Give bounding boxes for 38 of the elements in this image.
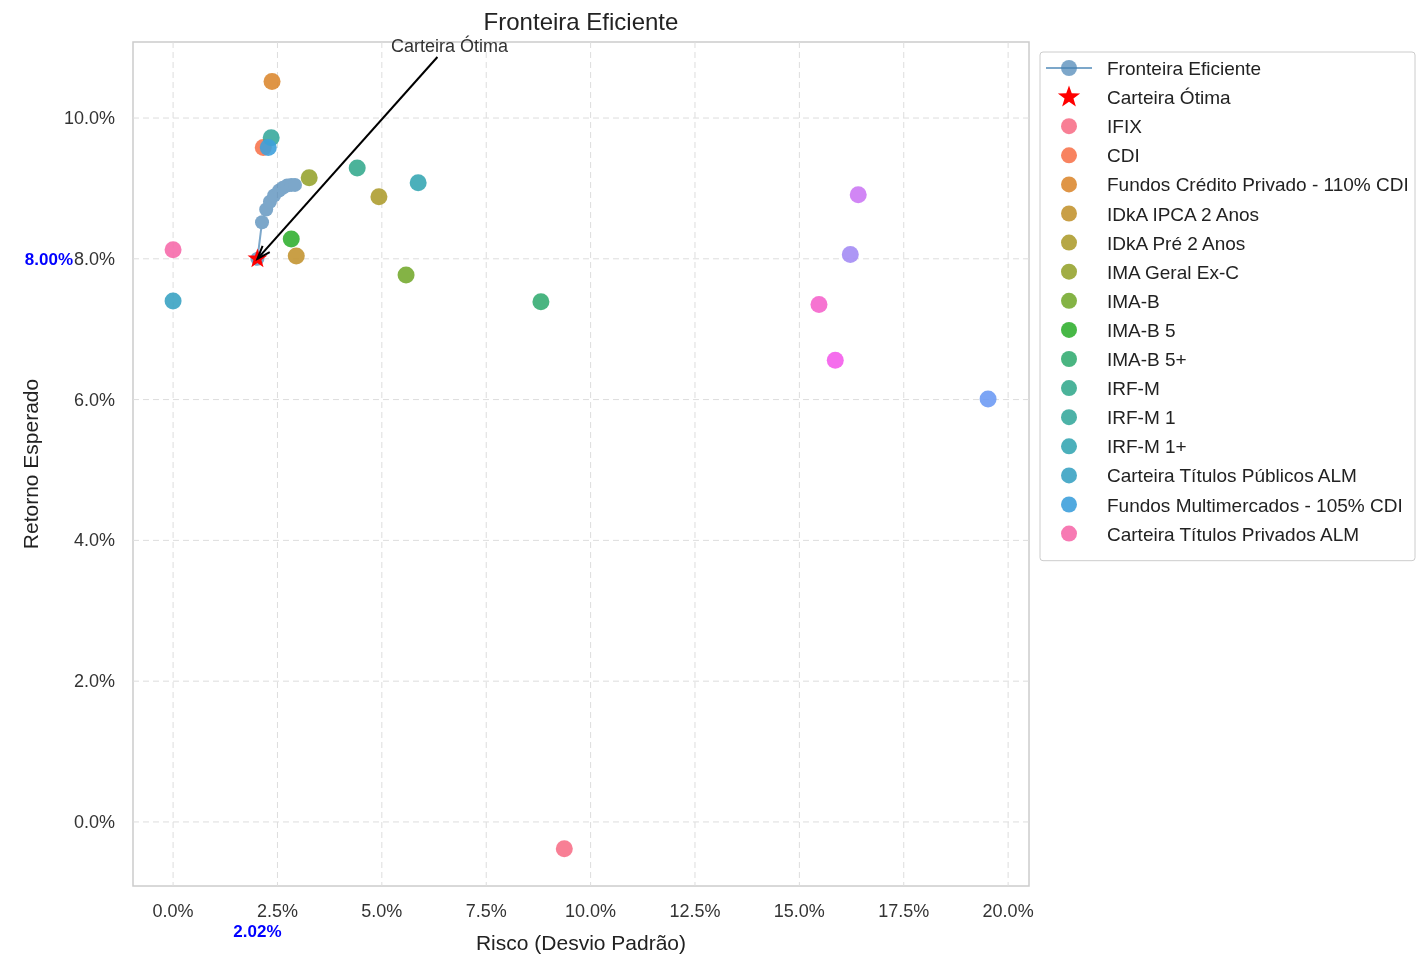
y-tick-label: 10.0% bbox=[63, 108, 115, 129]
x-tick-label: 5.0% bbox=[361, 901, 403, 921]
legend-label: IRF-M bbox=[1107, 378, 1160, 400]
x-tick-label: 7.5% bbox=[465, 901, 507, 921]
legend-label: Carteira Títulos Privados ALM bbox=[1107, 523, 1360, 545]
y-axis-title: Retorno Esperado bbox=[19, 378, 42, 550]
legend-label: IRF-M 1 bbox=[1107, 407, 1176, 429]
legend-label: Carteira Títulos Públicos ALM bbox=[1107, 465, 1357, 487]
y-tick-label: 2.0% bbox=[73, 671, 115, 692]
legend-label: IDkA IPCA 2 Anos bbox=[1107, 203, 1260, 225]
legend-label: CDI bbox=[1107, 145, 1140, 167]
annotation: Carteira Ótima bbox=[390, 35, 509, 56]
x-tick-label: 20.0% bbox=[982, 901, 1034, 921]
x-tick-label: 10.0% bbox=[565, 901, 617, 921]
x-tick-label: 12.5% bbox=[669, 901, 721, 921]
y-tick-label: 8.0% bbox=[73, 248, 115, 269]
y-tick-label: 6.0% bbox=[73, 389, 115, 410]
legend-label: IFIX bbox=[1107, 116, 1143, 138]
legend-label: IMA-B bbox=[1107, 290, 1160, 312]
chart-title: Fronteira Eficiente bbox=[483, 8, 679, 35]
legend-label: IRF-M 1+ bbox=[1107, 436, 1187, 458]
x-tick-label: 0.0% bbox=[152, 901, 194, 921]
legend-label: IMA-B 5 bbox=[1107, 319, 1176, 341]
legend-label: IMA-B 5+ bbox=[1107, 349, 1187, 370]
legend-label: Fundos Multimercados - 105% CDI bbox=[1107, 494, 1403, 516]
y-tick-label: 4.0% bbox=[73, 530, 115, 551]
x-tick-label: 2.5% bbox=[256, 901, 298, 921]
text: 2.02% bbox=[233, 922, 282, 941]
legend-label: IMA Geral Ex-C bbox=[1107, 261, 1239, 283]
y-tick-label: 0.0% bbox=[73, 811, 115, 832]
text: 8.00% bbox=[24, 249, 73, 269]
legend-label: Carteira Ótima bbox=[1107, 87, 1231, 109]
legend-label: Fronteira Eficiente bbox=[1107, 58, 1262, 79]
x-axis-title: Risco (Desvio Padrão) bbox=[475, 931, 687, 954]
legend-label: IDkA Pré 2 Anos bbox=[1107, 232, 1246, 254]
x-tick-label: 17.5% bbox=[878, 901, 930, 921]
legend-label: Fundos Crédito Privado - 110% CDI bbox=[1107, 174, 1409, 196]
x-tick-label: 15.0% bbox=[773, 901, 825, 921]
